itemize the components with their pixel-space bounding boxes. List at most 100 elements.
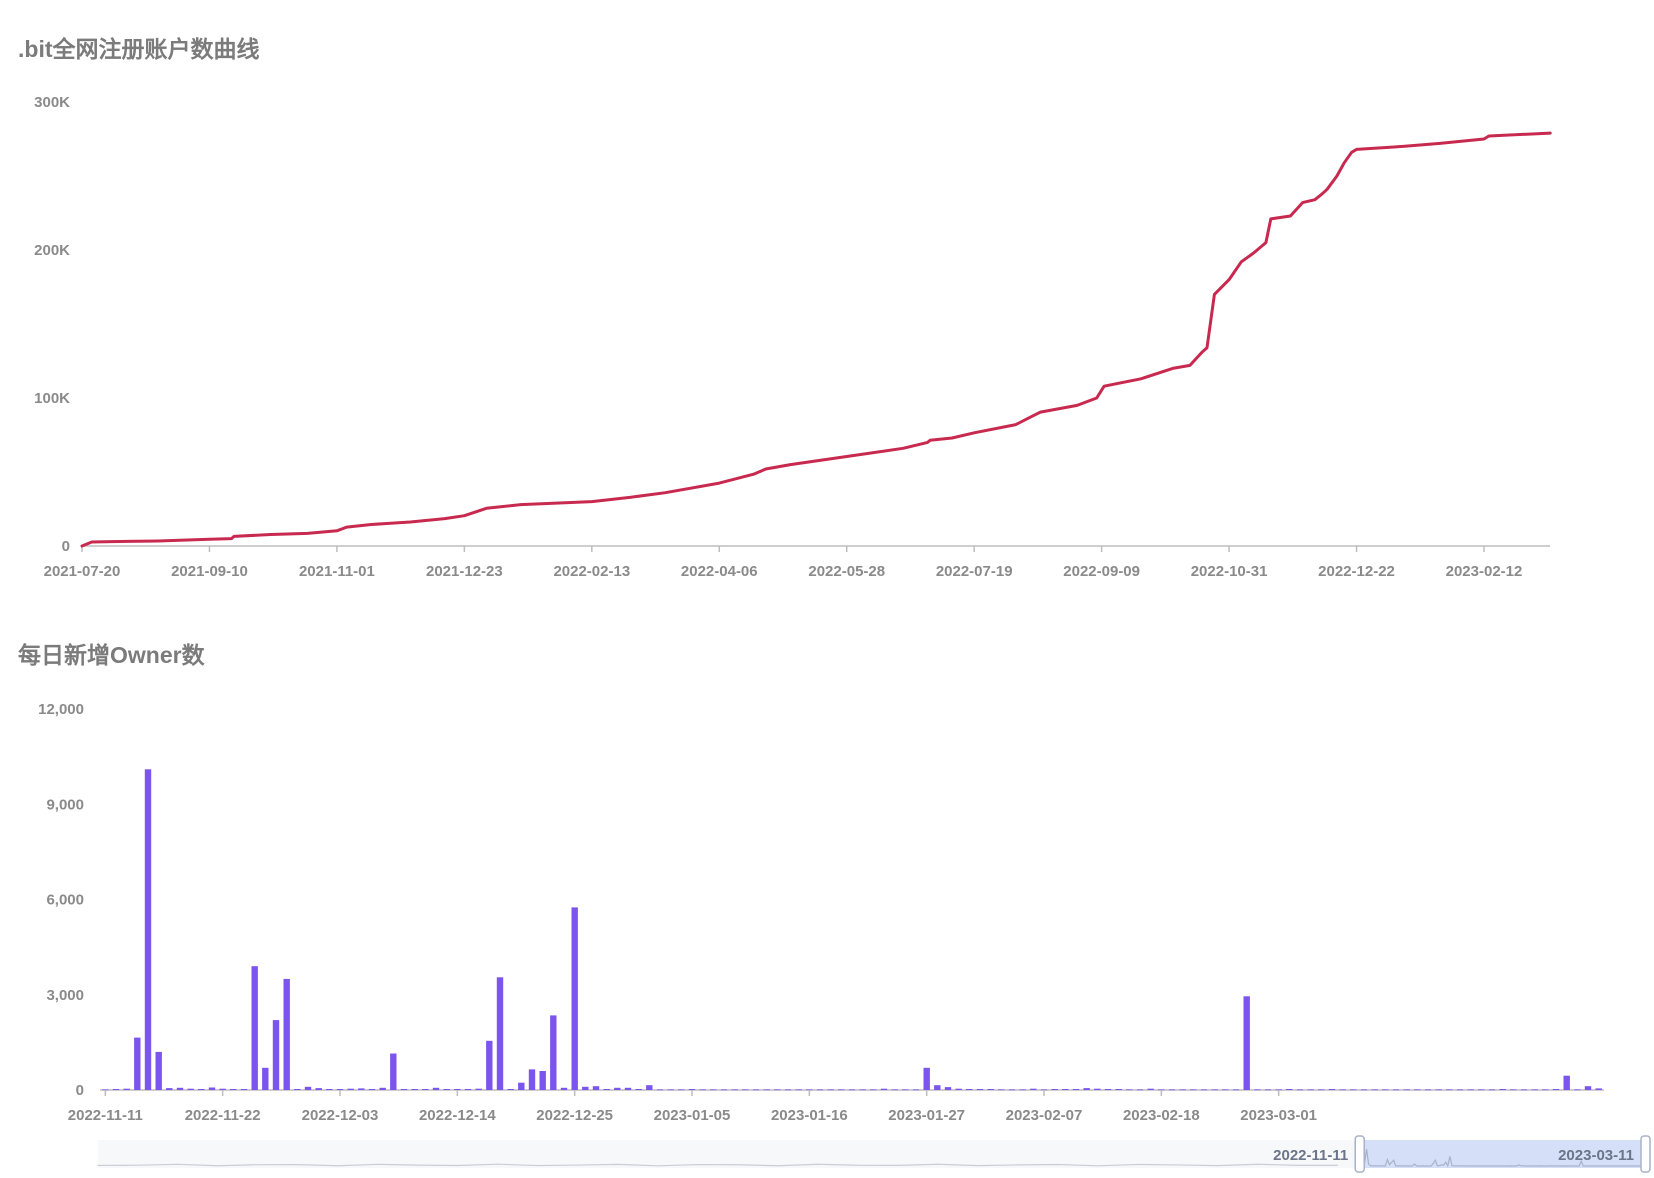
bar[interactable] [496,977,504,1090]
bar[interactable] [198,1089,205,1090]
bar[interactable] [208,1087,216,1091]
bar[interactable] [1264,1089,1272,1091]
bar[interactable] [411,1089,418,1090]
bar[interactable] [1584,1086,1592,1090]
bar[interactable] [1350,1089,1357,1091]
bar[interactable] [1595,1088,1602,1090]
bar[interactable] [827,1089,834,1091]
bar[interactable] [475,1088,482,1090]
bar[interactable] [816,1089,824,1091]
bar[interactable] [1286,1089,1293,1090]
bar[interactable] [304,1086,312,1090]
bar[interactable] [699,1089,706,1091]
bar[interactable] [1531,1089,1538,1091]
zoom-selected-range[interactable] [1358,1140,1650,1168]
bar[interactable] [518,1082,525,1090]
bar[interactable] [1488,1089,1496,1091]
bar[interactable] [987,1089,994,1090]
bar[interactable] [742,1089,749,1091]
bar[interactable] [870,1089,877,1091]
bar[interactable] [240,1089,248,1090]
bar[interactable] [1051,1089,1058,1090]
bar[interactable] [902,1089,909,1091]
bar[interactable] [912,1089,920,1091]
bar[interactable] [1414,1089,1421,1091]
bar[interactable] [219,1088,226,1090]
bar[interactable] [1510,1089,1517,1091]
bar[interactable] [678,1089,685,1091]
bar[interactable] [1243,996,1250,1090]
bar[interactable] [1446,1089,1453,1091]
bar[interactable] [1104,1089,1112,1090]
bar[interactable] [123,1088,130,1090]
bar[interactable] [400,1089,408,1090]
bar[interactable] [710,1089,717,1091]
bar[interactable] [1126,1089,1133,1091]
bar[interactable] [539,1071,546,1090]
bar[interactable] [838,1089,845,1091]
bar[interactable] [368,1089,376,1090]
bar[interactable] [432,1087,440,1090]
bar[interactable] [1136,1089,1144,1091]
bar[interactable] [592,1086,600,1090]
bar[interactable] [1520,1089,1528,1091]
bar[interactable] [614,1087,621,1090]
bar[interactable] [166,1088,173,1090]
bar[interactable] [806,1089,813,1091]
bar[interactable] [955,1088,962,1090]
bar[interactable] [848,1089,856,1091]
bar[interactable] [891,1089,898,1091]
bar[interactable] [1019,1089,1026,1091]
bar[interactable] [1222,1089,1229,1091]
bar[interactable] [1296,1089,1304,1091]
bar[interactable] [1574,1089,1581,1091]
bar[interactable] [667,1089,674,1091]
bar[interactable] [1392,1089,1400,1091]
bar[interactable] [1478,1089,1485,1091]
bar[interactable] [1371,1089,1378,1091]
bar[interactable] [976,1089,984,1090]
bar[interactable] [635,1089,642,1090]
bar[interactable] [528,1069,536,1090]
bar[interactable] [795,1089,802,1091]
bar[interactable] [486,1040,493,1090]
bar[interactable] [1168,1089,1176,1091]
bar[interactable] [358,1088,365,1090]
bar[interactable] [763,1089,770,1091]
bar[interactable] [1190,1089,1197,1091]
bar[interactable] [1403,1089,1410,1091]
bar[interactable] [1062,1089,1069,1090]
bar[interactable] [443,1089,450,1090]
bar[interactable] [1467,1089,1474,1091]
bar[interactable] [1147,1088,1154,1090]
bar[interactable] [336,1089,344,1090]
bar[interactable] [315,1088,322,1090]
bar[interactable] [624,1087,632,1090]
zoom-start-handle[interactable] [1354,1135,1365,1173]
bar[interactable] [774,1089,781,1091]
bar[interactable] [1360,1089,1368,1091]
bar[interactable] [688,1089,696,1090]
bar[interactable] [752,1089,760,1091]
bar[interactable] [262,1067,269,1090]
bar[interactable] [1307,1089,1314,1091]
bar[interactable] [326,1089,333,1090]
bar[interactable] [934,1085,941,1090]
bar[interactable] [283,978,290,1090]
bar[interactable] [1115,1089,1122,1090]
bar[interactable] [464,1089,472,1090]
bar[interactable] [390,1053,397,1091]
bar[interactable] [1232,1089,1240,1091]
bar[interactable] [187,1088,194,1090]
bar[interactable] [784,1089,792,1091]
bar[interactable] [880,1088,888,1090]
bar[interactable] [102,1089,109,1091]
bar[interactable] [134,1037,141,1090]
bar[interactable] [251,966,258,1090]
bar[interactable] [1499,1089,1506,1090]
bar[interactable] [1211,1089,1218,1091]
bar[interactable] [1328,1089,1336,1090]
bar[interactable] [155,1051,162,1090]
bar[interactable] [1030,1088,1037,1090]
bar[interactable] [422,1089,429,1090]
